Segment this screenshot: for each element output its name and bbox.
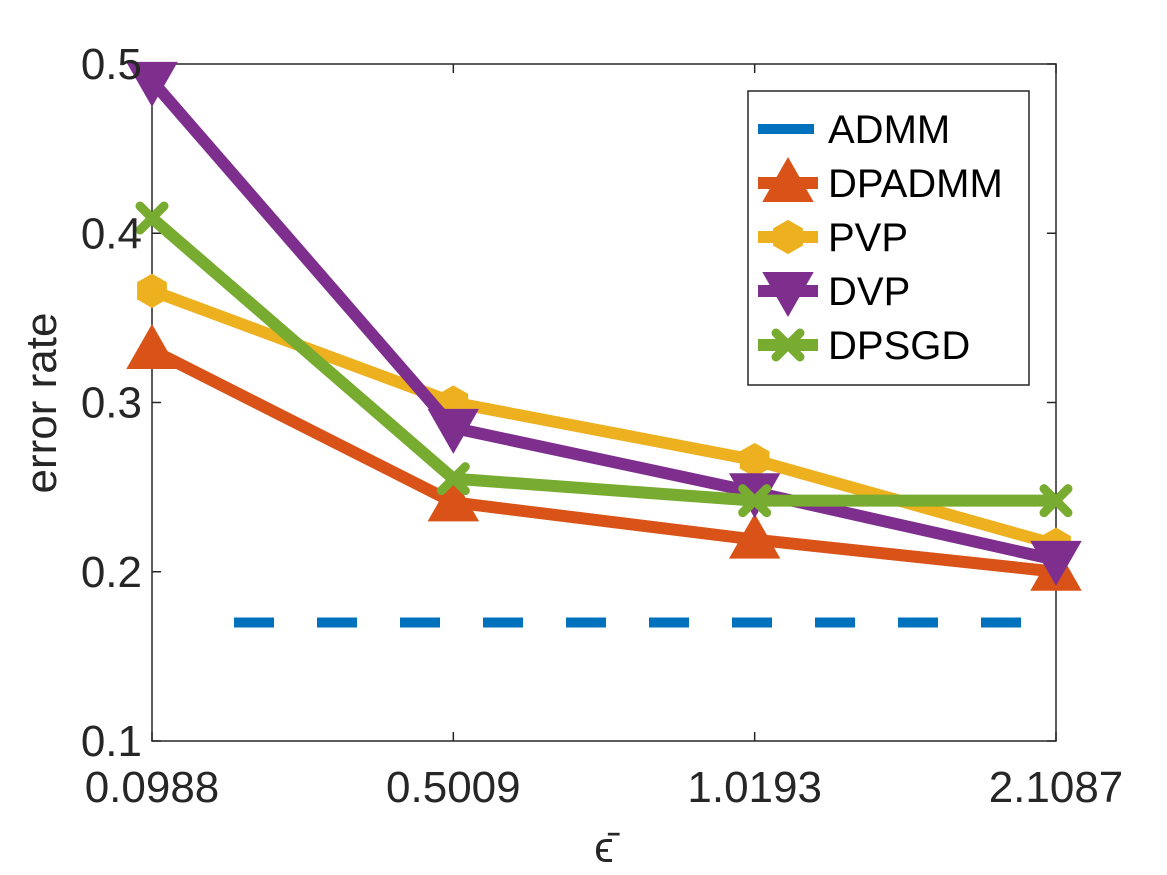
x-axis-label: ϵ̄ (594, 823, 619, 872)
y-tick-label: 0.1 (81, 717, 142, 766)
marker-legend-dpadmm (762, 156, 814, 202)
series-layer (126, 61, 1082, 628)
marker-legend-dpsgd (771, 328, 805, 362)
marker-dvp (427, 408, 480, 454)
series-dpsgd (135, 201, 1073, 518)
series-line-dpadmm (149, 344, 1057, 578)
legend-label: DVP (828, 270, 910, 314)
legend: ADMM DPADMM PVP DVP DPSGD (747, 90, 1030, 386)
tick-labels: 0.1 0.2 0.3 0.4 0.5 0.0988 0.5009 1.0193 2.1087 (81, 40, 1123, 812)
marker-pvp (739, 442, 770, 478)
marker-dpadmm (427, 476, 480, 522)
y-tick-label: 0.2 (81, 548, 142, 597)
legend-item-pvp: PVP (758, 216, 908, 260)
x-tick-label: 1.0193 (687, 763, 822, 812)
legend-label: PVP (828, 216, 908, 260)
x-tick-label: 0.0988 (85, 763, 220, 812)
y-tick-label: 0.5 (81, 40, 142, 89)
marker-pvp (137, 273, 167, 308)
series-line-dpsgd (148, 213, 1056, 507)
y-axis-label: error rate (17, 313, 66, 494)
marker-dpsgd (436, 462, 470, 496)
marker-dvp (1030, 540, 1082, 586)
legend-label: DPADMM (828, 162, 1003, 206)
legend-item-dvp: DVP (758, 270, 910, 318)
marker-dpadmm (126, 324, 178, 370)
legend-label: ADMM (828, 108, 950, 152)
marker-dpsgd (738, 484, 772, 518)
y-tick-label: 0.3 (81, 379, 142, 428)
marker-dvp (126, 61, 178, 107)
marker-dpadmm (728, 513, 781, 559)
x-tick-label: 2.1087 (989, 763, 1124, 812)
legend-item-dpsgd: DPSGD (758, 324, 970, 368)
marker-dpsgd (135, 201, 169, 235)
marker-dpsgd (1039, 484, 1073, 518)
marker-legend-dvp (762, 272, 814, 318)
y-tick-label: 0.4 (81, 209, 142, 258)
legend-item-dpadmm: DPADMM (758, 156, 1003, 206)
legend-label: DPSGD (828, 324, 970, 368)
series-line-dvp (147, 76, 1058, 566)
legend-item-admm: ADMM (758, 108, 950, 152)
marker-legend-pvp (773, 219, 803, 255)
x-tick-label: 0.5009 (386, 763, 521, 812)
